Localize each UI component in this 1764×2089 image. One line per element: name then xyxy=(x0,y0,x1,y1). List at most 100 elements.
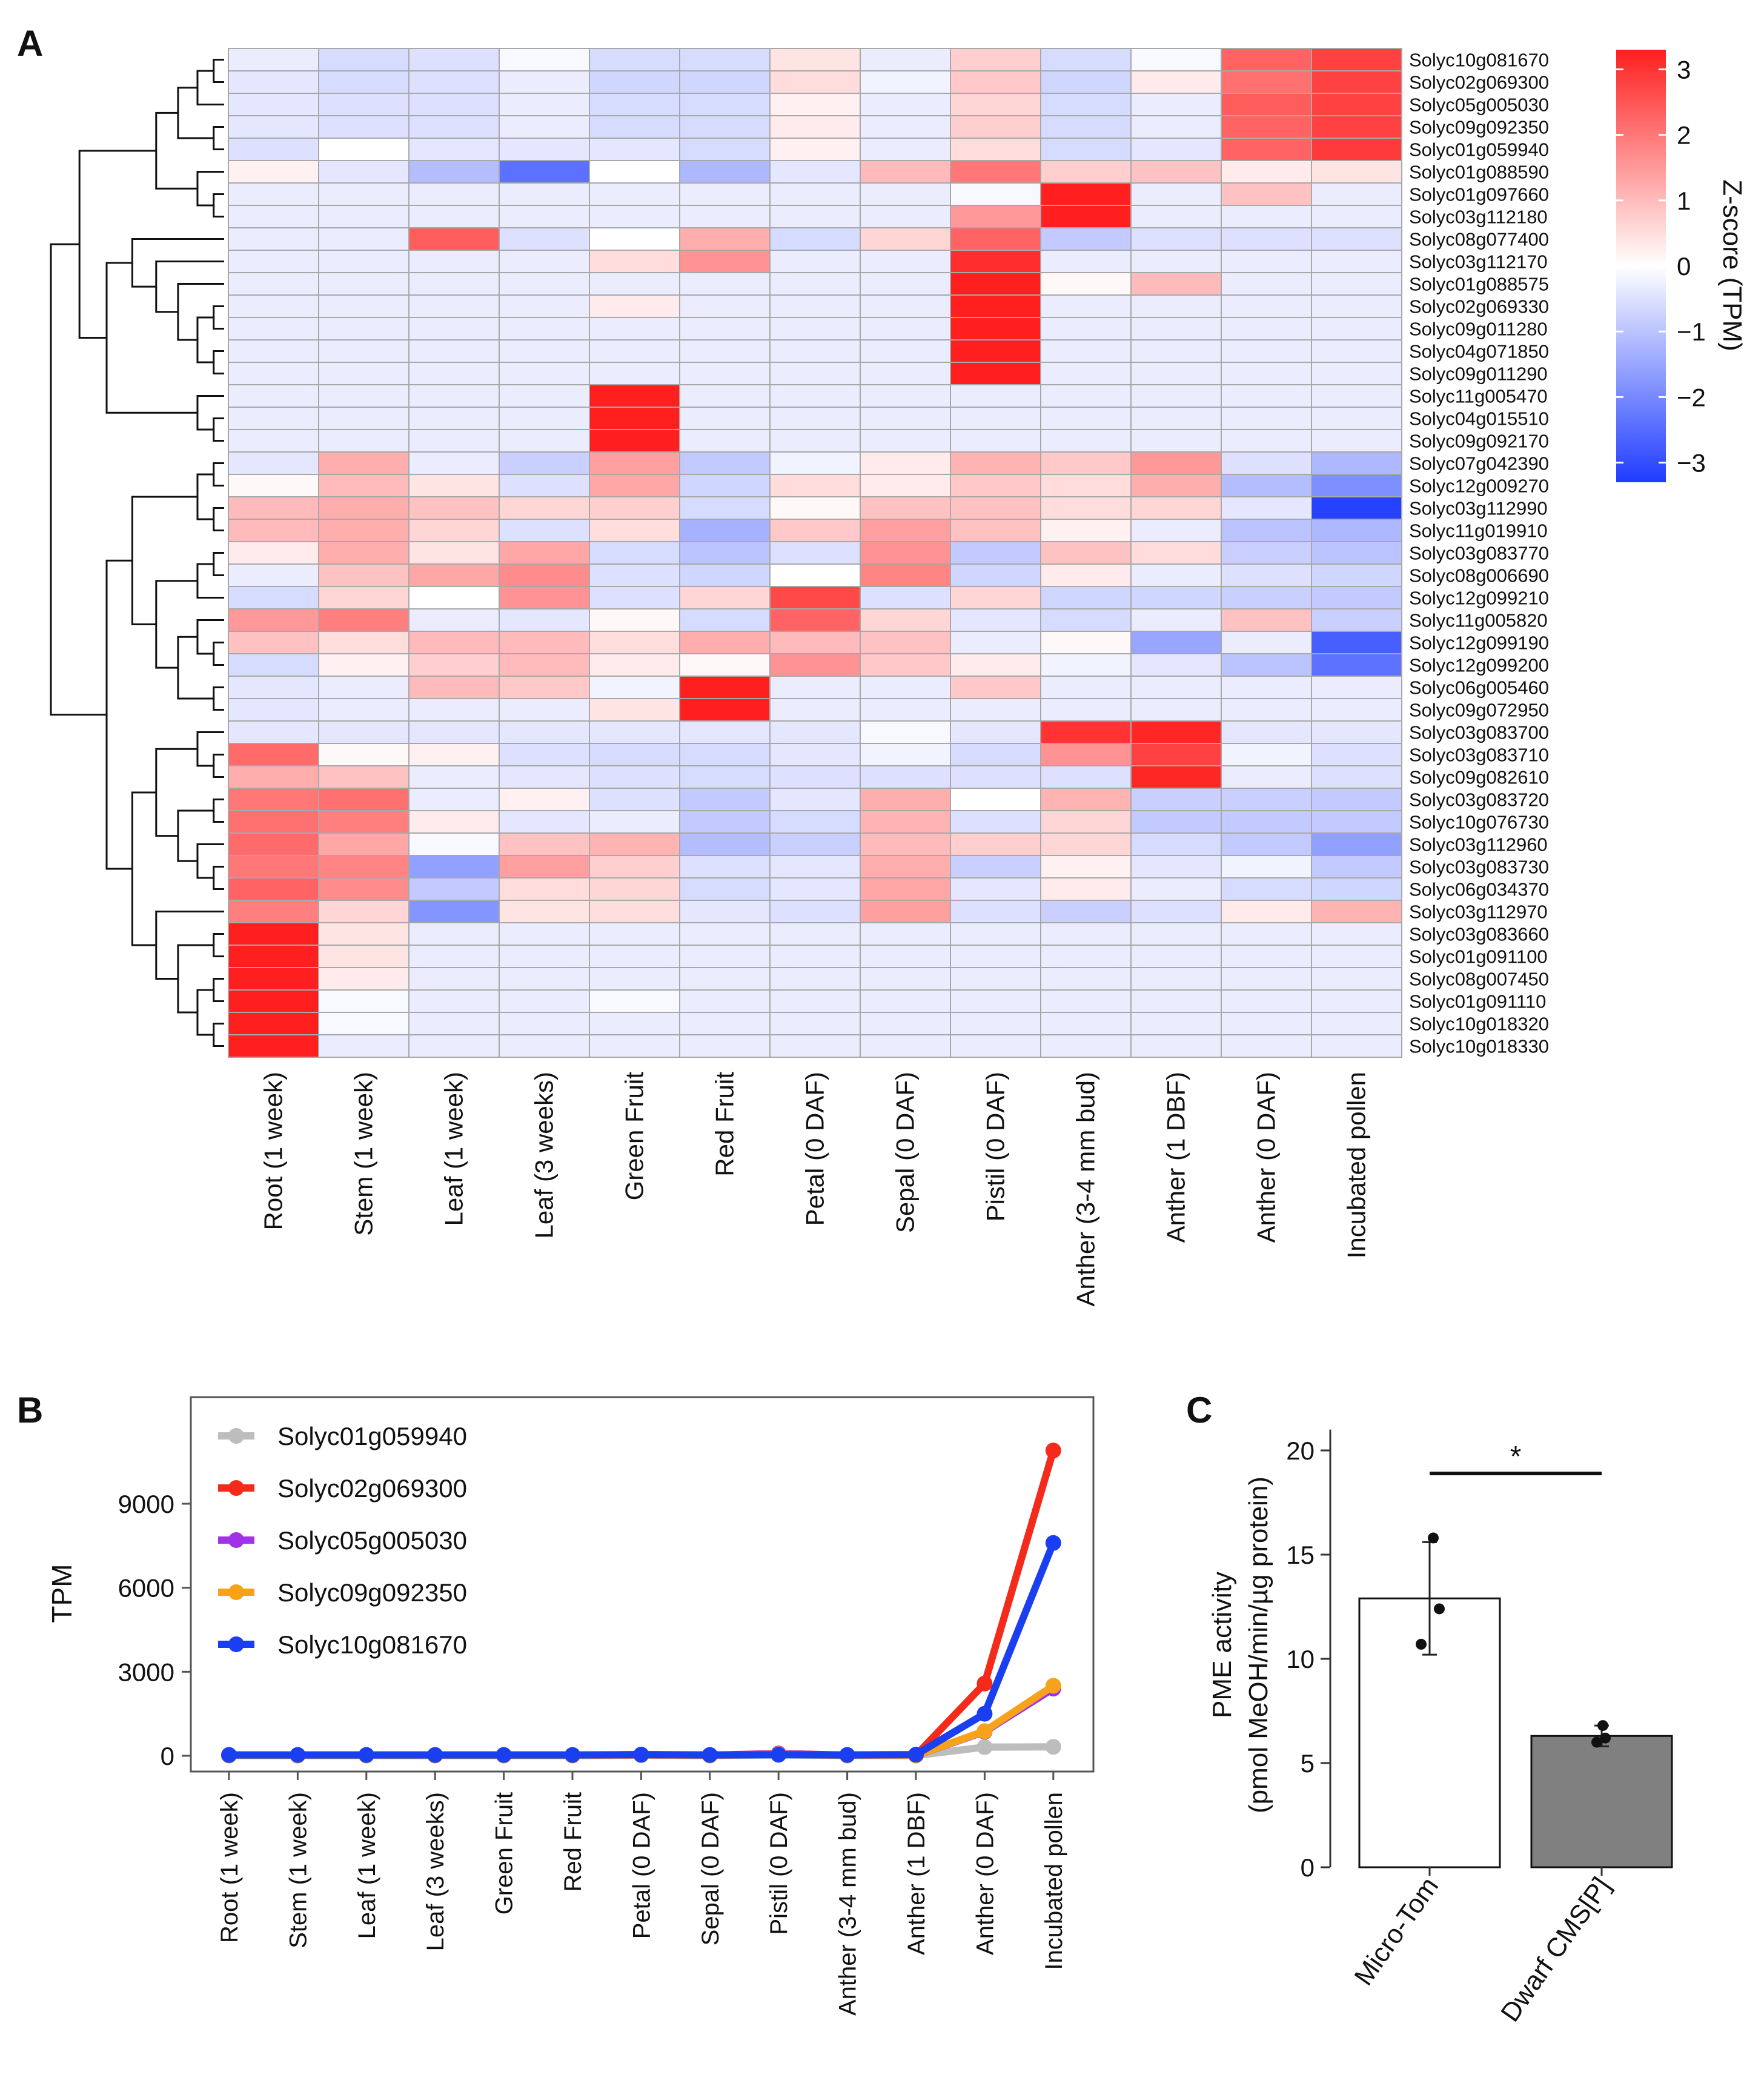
heatmap-cell xyxy=(228,474,319,497)
heatmap-cell xyxy=(499,788,590,811)
heatmap-cell xyxy=(228,631,319,654)
row-label: Solyc01g088590 xyxy=(1409,162,1549,183)
heatmap-cell xyxy=(1130,317,1222,340)
heatmap-cell xyxy=(1130,945,1222,968)
row-dendrogram xyxy=(50,59,224,1047)
heatmap-cell xyxy=(408,294,500,318)
heatmap-cell xyxy=(1040,317,1132,340)
significance-marker: * xyxy=(1510,1441,1522,1473)
heatmap-cell xyxy=(950,631,1041,654)
heatmap-cell xyxy=(408,832,500,856)
heatmap-cell xyxy=(950,967,1041,991)
row-label: Solyc03g083720 xyxy=(1409,789,1549,811)
heatmap-cell xyxy=(1221,160,1312,184)
heatmap-cell xyxy=(679,272,771,296)
heatmap-cell xyxy=(318,541,409,565)
heatmap-cell xyxy=(408,115,500,139)
heatmap-cell xyxy=(950,272,1041,296)
heatmap-cell xyxy=(408,1012,500,1035)
heatmap-cell xyxy=(408,698,500,722)
colorscale-tick-label: 0 xyxy=(1677,252,1691,281)
heatmap-cell xyxy=(318,451,409,475)
series-point xyxy=(771,1747,787,1763)
x-tick-label: Green Fruit xyxy=(491,1792,518,1915)
line-chart-series xyxy=(221,1443,1061,1764)
heatmap-cell xyxy=(1311,900,1402,923)
line-chart-frame xyxy=(190,1396,1095,1773)
heatmap-cell xyxy=(228,1012,319,1035)
heatmap-cell xyxy=(318,631,409,654)
heatmap-cell xyxy=(499,563,590,587)
heatmap-cell xyxy=(679,362,771,385)
heatmap-cell xyxy=(950,205,1041,228)
heatmap-cell xyxy=(228,832,319,856)
legend-marker xyxy=(228,1480,244,1496)
heatmap-cell xyxy=(589,205,680,228)
heatmap-cell xyxy=(860,93,951,116)
heatmap-cell xyxy=(318,227,409,251)
heatmap-cell xyxy=(769,407,861,430)
heatmap-cell xyxy=(318,160,409,184)
heatmap-cell xyxy=(1221,1034,1312,1058)
heatmap-cell xyxy=(950,451,1041,475)
heatmap-cell xyxy=(318,1012,409,1035)
row-label: Solyc10g081670 xyxy=(1409,50,1549,71)
heatmap-cell xyxy=(499,138,590,161)
heatmap-cell xyxy=(860,855,951,878)
heatmap-cell xyxy=(318,496,409,520)
heatmap-cell xyxy=(860,519,951,542)
heatmap-cell xyxy=(769,832,861,856)
heatmap-cell xyxy=(499,608,590,632)
heatmap-cell xyxy=(589,541,680,565)
heatmap-cell xyxy=(1311,832,1402,856)
heatmap-cell xyxy=(679,519,771,542)
heatmap-cell xyxy=(950,720,1041,744)
heatmap-cell xyxy=(860,900,951,923)
heatmap-cell xyxy=(408,138,500,161)
heatmap-cell xyxy=(318,698,409,722)
row-label: Solyc01g091110 xyxy=(1409,991,1546,1012)
heatmap-cell xyxy=(589,227,680,251)
dendrogram-branch xyxy=(196,171,224,207)
heatmap-cell xyxy=(1040,451,1132,475)
series-point xyxy=(976,1705,993,1722)
x-tick-label: Red Fruit xyxy=(560,1792,586,1892)
heatmap-cell xyxy=(1130,586,1222,609)
heatmap-cell xyxy=(408,519,500,542)
dendrogram-branch xyxy=(213,350,224,374)
heatmap-cell xyxy=(950,832,1041,856)
heatmap-cell xyxy=(769,676,861,699)
heatmap-cell xyxy=(318,317,409,340)
heatmap-cell xyxy=(228,407,319,430)
heatmap-cell xyxy=(318,272,409,296)
heatmap-cell xyxy=(318,48,409,71)
heatmap-cell xyxy=(1221,48,1312,71)
dendrogram-branch xyxy=(213,552,224,576)
column-label: Petal (0 DAF) xyxy=(801,1072,829,1226)
heatmap-cell xyxy=(1040,48,1132,71)
heatmap-cell xyxy=(589,160,680,184)
heatmap-cell xyxy=(950,1012,1041,1035)
heatmap-cell xyxy=(1311,160,1402,184)
heatmap-cell xyxy=(679,474,771,497)
column-label: Root (1 week) xyxy=(259,1072,288,1230)
heatmap-cell xyxy=(1311,586,1402,609)
heatmap-cell xyxy=(950,676,1041,699)
heatmap-cell xyxy=(1130,698,1222,722)
heatmap-cell xyxy=(589,810,680,834)
heatmap-cell xyxy=(950,989,1041,1013)
heatmap-cell xyxy=(860,541,951,565)
dendrogram-branch xyxy=(213,507,224,531)
heatmap-cell xyxy=(408,451,500,475)
heatmap-cell xyxy=(1311,115,1402,139)
heatmap-cell xyxy=(679,698,771,722)
heatmap-cell xyxy=(589,317,680,340)
heatmap-cell xyxy=(1040,765,1132,789)
line-chart-panel: 0 3000 6000 9000 Root (1 week) Stem (1 week)… xyxy=(46,1396,1095,2016)
heatmap-cell xyxy=(1311,855,1402,878)
heatmap-cell xyxy=(950,810,1041,834)
heatmap-cell xyxy=(1130,362,1222,385)
heatmap-cell xyxy=(1130,563,1222,587)
heatmap-cell xyxy=(1130,877,1222,901)
row-label: Solyc03g112990 xyxy=(1409,498,1548,519)
